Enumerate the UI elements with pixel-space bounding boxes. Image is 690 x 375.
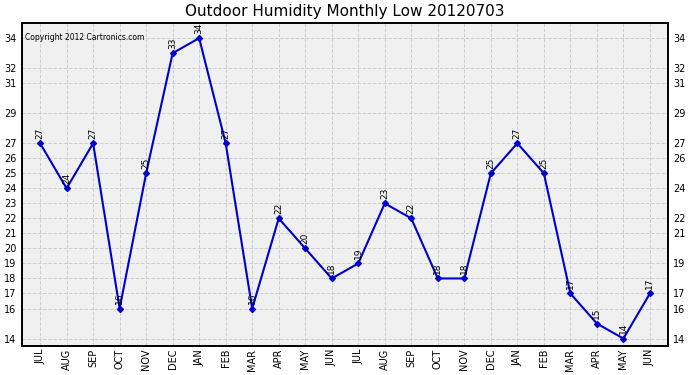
Text: 25: 25 [486,158,495,169]
Text: 27: 27 [36,128,45,139]
Text: 27: 27 [221,128,230,139]
Text: 22: 22 [407,203,416,214]
Text: 23: 23 [380,188,389,199]
Text: 18: 18 [433,263,442,274]
Text: 27: 27 [513,128,522,139]
Text: 18: 18 [460,263,469,274]
Text: 18: 18 [327,263,336,274]
Text: 19: 19 [354,248,363,259]
Text: 33: 33 [168,38,177,49]
Text: 25: 25 [141,158,150,169]
Text: 24: 24 [62,173,71,184]
Text: 16: 16 [115,293,124,304]
Title: Outdoor Humidity Monthly Low 20120703: Outdoor Humidity Monthly Low 20120703 [185,4,505,19]
Text: 22: 22 [274,203,283,214]
Text: 17: 17 [566,278,575,290]
Text: Copyright 2012 Cartronics.com: Copyright 2012 Cartronics.com [25,33,144,42]
Text: 16: 16 [248,293,257,304]
Text: 25: 25 [540,158,549,169]
Text: 27: 27 [88,128,97,139]
Text: 17: 17 [645,278,654,290]
Text: 34: 34 [195,22,204,34]
Text: 20: 20 [301,233,310,244]
Text: 14: 14 [619,323,628,334]
Text: 15: 15 [593,308,602,320]
